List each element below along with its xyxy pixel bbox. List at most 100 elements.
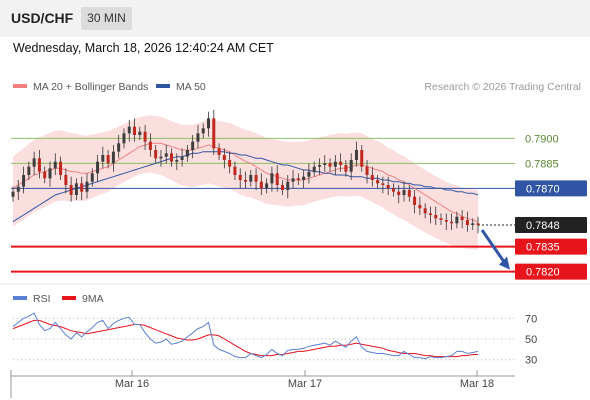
- ma20-line: [12, 142, 479, 223]
- candle-body: [465, 220, 469, 225]
- candle-body: [270, 173, 274, 184]
- candle-body: [138, 131, 142, 135]
- ma50-line: [12, 151, 479, 223]
- header-bar: USD/CHF 30 MIN: [0, 0, 590, 37]
- candle-body: [69, 185, 73, 195]
- candle-body: [402, 190, 406, 195]
- candle-body: [265, 183, 269, 189]
- candle-body: [391, 188, 395, 192]
- candle-body: [286, 181, 290, 190]
- legend-label: MA 20 + Bollinger Bands: [33, 81, 148, 93]
- candle-body: [180, 156, 184, 160]
- level-badge: [515, 263, 587, 280]
- candle-body: [254, 175, 258, 182]
- candle-body: [407, 190, 411, 197]
- candle-body: [106, 155, 110, 164]
- candle-body: [201, 128, 205, 134]
- candle-body: [43, 171, 47, 179]
- legend-label: MA 50: [176, 81, 206, 93]
- candle-body: [133, 126, 137, 135]
- candle-body: [27, 166, 31, 175]
- level-label: 0.7835: [526, 242, 560, 254]
- candle-body: [85, 181, 89, 192]
- candle-body: [418, 205, 422, 209]
- candle-body: [16, 186, 20, 192]
- candle-body: [307, 171, 311, 177]
- candle-body: [159, 156, 163, 159]
- candle-body: [154, 150, 158, 159]
- candle-body: [185, 150, 189, 157]
- legend-swatch: [156, 84, 170, 88]
- candle-body: [302, 176, 306, 180]
- instrument-pair: USD/CHF: [11, 10, 74, 26]
- candle-body: [428, 213, 432, 215]
- rsi-tick-label: 30: [525, 355, 537, 367]
- candle-body: [32, 158, 36, 167]
- rsi-line: [12, 312, 479, 360]
- candle-body: [207, 118, 211, 129]
- candle-body: [381, 183, 385, 185]
- candle-body: [101, 155, 105, 162]
- candle-body: [191, 141, 195, 150]
- candle-body: [444, 220, 448, 222]
- candle-body: [455, 216, 459, 224]
- candle-body: [275, 173, 279, 185]
- candle-body: [122, 133, 126, 144]
- candle-body: [365, 166, 369, 175]
- candle-body: [354, 150, 358, 160]
- candle-body: [386, 185, 390, 189]
- candle-body: [397, 191, 401, 195]
- x-tick-label: Mar 17: [288, 378, 322, 390]
- candle-body: [471, 223, 475, 225]
- candle-body: [228, 160, 232, 167]
- candle-body: [217, 148, 221, 155]
- level-label: 0.7885: [525, 158, 559, 170]
- candle-body: [280, 185, 284, 190]
- candle-body: [344, 165, 348, 172]
- candle-body: [349, 160, 353, 172]
- level-label: 0.7820: [526, 267, 560, 279]
- candle-body: [170, 153, 174, 162]
- candle-body: [439, 218, 443, 220]
- candle-body: [37, 158, 41, 172]
- level-label: 0.7900: [525, 133, 559, 145]
- rsi-legend-swatch: [62, 296, 76, 300]
- candle-body: [333, 161, 337, 167]
- timeframe-badge[interactable]: 30 MIN: [81, 7, 132, 30]
- level-badge: [515, 238, 587, 255]
- level-badge: [515, 180, 587, 197]
- candle-body: [233, 166, 237, 175]
- candle-body: [413, 196, 417, 205]
- rsi-legend-label: 9MA: [82, 293, 104, 305]
- level-label: 0.7848: [526, 220, 560, 232]
- level-label: 0.7870: [526, 183, 560, 195]
- candle-body: [80, 183, 84, 192]
- x-tick-label: Mar 18: [460, 378, 494, 390]
- candle-body: [296, 178, 300, 180]
- credit-text: Research © 2026 Trading Central: [424, 81, 581, 93]
- candle-body: [90, 173, 94, 182]
- candle-body: [222, 155, 226, 160]
- candle-body: [111, 151, 115, 164]
- level-badge: [515, 217, 587, 233]
- rsi-legend-swatch: [13, 296, 27, 300]
- chart-timestamp: Wednesday, March 18, 2026 12:40:24 AM CE…: [13, 41, 274, 55]
- candle-body: [376, 180, 380, 184]
- candle-body: [249, 175, 253, 182]
- candle-body: [317, 165, 321, 167]
- candle-body: [175, 160, 179, 162]
- projection-arrow-shaft: [480, 229, 508, 266]
- candle-body: [212, 118, 216, 149]
- candle-body: [22, 175, 26, 187]
- candle-body: [11, 191, 15, 197]
- candle-body: [164, 153, 168, 157]
- rsi-tick-label: 70: [525, 313, 537, 325]
- candle-body: [117, 143, 121, 152]
- candle-body: [127, 126, 131, 134]
- candle-body: [74, 183, 78, 195]
- candle-body: [476, 223, 480, 225]
- candle-body: [460, 216, 464, 220]
- candle-body: [328, 163, 332, 167]
- candle-body: [48, 168, 52, 179]
